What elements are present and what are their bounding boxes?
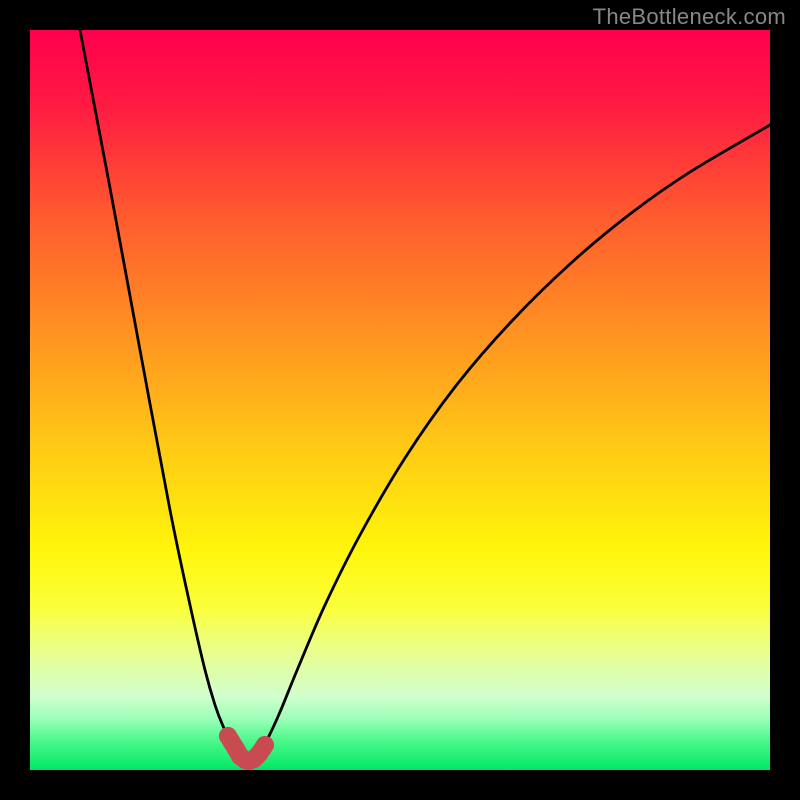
chart-svg — [30, 30, 770, 770]
chart-container: TheBottleneck.com — [0, 0, 800, 800]
plot-area — [30, 30, 770, 770]
chart-background — [30, 30, 770, 770]
watermark-text: TheBottleneck.com — [593, 4, 786, 30]
marker-point — [256, 736, 274, 754]
